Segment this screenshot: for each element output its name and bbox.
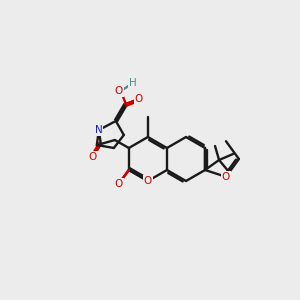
Text: H: H [129,78,137,88]
Text: O: O [115,86,123,96]
Text: O: O [222,172,230,182]
Text: O: O [144,176,152,186]
Text: O: O [115,179,123,189]
Text: O: O [89,152,97,162]
Text: O: O [135,94,143,104]
Text: N: N [95,125,103,135]
